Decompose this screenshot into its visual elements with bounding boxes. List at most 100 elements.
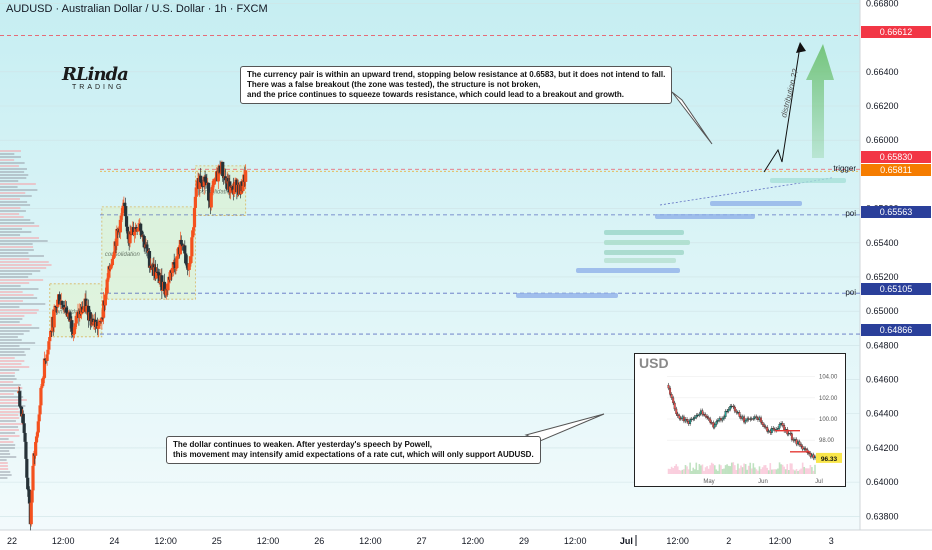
candle-body <box>57 294 62 305</box>
price-tick-label: 0.65000 <box>866 306 899 316</box>
liquidity-bar <box>604 230 684 235</box>
candle-body <box>210 187 214 193</box>
profile-bar <box>0 225 40 227</box>
inset-candle-body <box>681 416 684 420</box>
candle-body <box>97 322 101 326</box>
inset-volume-bar <box>713 465 716 474</box>
candle-body <box>119 215 123 220</box>
inset-candle-body <box>686 419 688 422</box>
volume-profile <box>0 150 52 479</box>
profile-bar <box>0 315 25 317</box>
candle-body <box>126 231 130 240</box>
analysis-note-line: The currency pair is within an upward tr… <box>247 70 666 79</box>
candle-body <box>132 232 137 236</box>
price-tick-label: 0.66800 <box>866 0 899 8</box>
inset-volume-bar <box>701 464 704 474</box>
inset-volume-bar <box>792 469 795 474</box>
inset-volume-bar <box>798 469 801 474</box>
liquidity-bar <box>604 240 690 245</box>
profile-bar <box>0 228 23 230</box>
inset-volume-bar <box>808 468 810 474</box>
inset-volume-bar <box>769 463 772 474</box>
profile-bar <box>0 216 24 218</box>
inset-candle-body <box>781 423 784 426</box>
candle-body <box>106 277 110 280</box>
profile-bar <box>0 282 30 284</box>
candle-body <box>115 228 119 246</box>
profile-bar <box>0 300 23 302</box>
time-tick-label: 26 <box>314 536 324 546</box>
profile-bar <box>0 294 34 296</box>
inset-volume-bar <box>678 470 681 474</box>
inset-volume-bar <box>804 468 807 474</box>
inset-candle-body <box>724 411 727 417</box>
profile-bar <box>0 312 37 314</box>
inset-volume-bar <box>721 469 724 474</box>
candle-body <box>118 219 122 233</box>
inset-candle-body <box>787 433 790 435</box>
candle-body <box>212 179 216 186</box>
profile-bar <box>0 366 30 368</box>
inset-volume-bar <box>750 468 753 474</box>
candle-body <box>146 248 150 253</box>
candle-body <box>164 288 168 296</box>
candle-body <box>134 227 138 230</box>
profile-bar <box>0 456 17 458</box>
inset-candle-body <box>753 416 756 419</box>
profile-bar <box>0 207 21 209</box>
profile-bar <box>0 417 20 419</box>
inset-volume-bar <box>755 469 758 474</box>
profile-bar <box>0 318 23 320</box>
candle-body <box>56 299 60 307</box>
level-label: poi <box>845 209 856 218</box>
brand-logo: RLinda TRADING <box>58 64 129 98</box>
inset-volume-bar <box>673 465 676 474</box>
candles <box>17 160 248 531</box>
inset-volume-bar <box>775 469 778 474</box>
inset-volume-bar <box>676 466 679 474</box>
inset-volume-bar <box>747 465 750 474</box>
inset-candle-body <box>740 416 742 419</box>
profile-bar <box>0 438 9 440</box>
inset-candle-body <box>733 406 736 412</box>
candle-body <box>103 294 107 306</box>
candle-body <box>29 502 33 525</box>
inset-volume-bar <box>706 466 708 474</box>
candle-body <box>58 303 62 305</box>
candle-body <box>34 436 39 442</box>
time-tick-label: 12:00 <box>666 536 689 546</box>
inset-candle-body <box>807 452 810 454</box>
inset-volume-bar <box>764 465 767 474</box>
candle-body <box>71 333 76 335</box>
profile-bar <box>0 336 18 338</box>
candle-body <box>192 227 196 231</box>
candle-body <box>213 179 217 181</box>
inset-candle-body <box>732 405 735 408</box>
candle-body <box>181 244 185 246</box>
inset-candle-body <box>752 418 755 420</box>
candle-body <box>161 289 165 291</box>
candle-body <box>23 432 27 442</box>
inset-candle-body <box>755 416 758 419</box>
inset-candle-body <box>704 414 707 417</box>
candle-body <box>34 441 38 456</box>
inset-volume-bar <box>784 469 787 474</box>
inset-volume-bar <box>757 470 759 474</box>
profile-bar <box>0 276 29 278</box>
inset-candle-body <box>790 433 793 440</box>
profile-bar <box>0 258 30 260</box>
price-badge-label: 0.65811 <box>880 165 912 175</box>
candle-body <box>112 253 116 258</box>
profile-bar <box>0 408 19 410</box>
profile-bar <box>0 330 30 332</box>
inset-volume-bar <box>777 468 779 474</box>
profile-bar <box>0 297 38 299</box>
time-tick-label: 12:00 <box>769 536 792 546</box>
profile-bar <box>0 267 47 269</box>
inset-volume-bar <box>680 470 682 474</box>
profile-bar <box>0 189 38 191</box>
level-label: trigger <box>833 164 856 173</box>
profile-bar <box>0 447 15 449</box>
price-badge <box>861 151 931 163</box>
candle-body <box>88 312 92 322</box>
